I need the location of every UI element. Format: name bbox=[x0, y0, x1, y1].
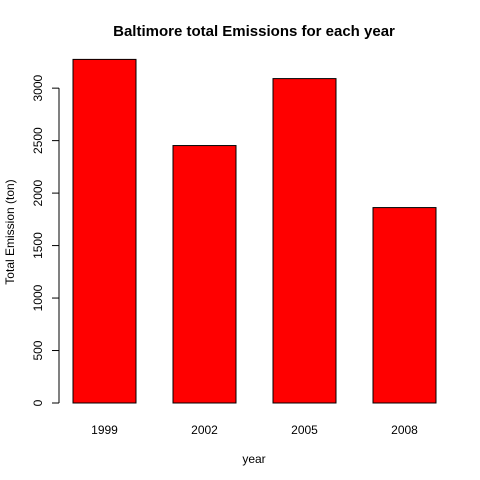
y-tick-label: 3000 bbox=[31, 74, 45, 101]
x-tick-label-1999: 1999 bbox=[91, 423, 118, 437]
y-tick-label: 1500 bbox=[31, 232, 45, 259]
y-tick-label: 2500 bbox=[31, 127, 45, 154]
bar-2008 bbox=[372, 207, 437, 404]
x-tick-label-2002: 2002 bbox=[191, 423, 218, 437]
y-tick-label: 500 bbox=[31, 340, 45, 360]
x-tick-label-2008: 2008 bbox=[391, 423, 418, 437]
x-tick-labels: 1999 2002 2005 2008 bbox=[91, 423, 418, 437]
y-axis-label: Total Emission (ton) bbox=[3, 179, 17, 284]
bar-2005 bbox=[272, 78, 337, 404]
bar-1999 bbox=[72, 58, 137, 404]
bar-2002 bbox=[172, 145, 237, 404]
y-axis: 0 500 1000 1500 2000 2500 3000 bbox=[31, 74, 60, 406]
y-tick-label: 2000 bbox=[31, 179, 45, 206]
x-axis-label: year bbox=[242, 452, 265, 466]
x-tick-label-2005: 2005 bbox=[291, 423, 318, 437]
chart-title: Baltimore total Emissions for each year bbox=[113, 23, 395, 40]
y-tick-label: 1000 bbox=[31, 284, 45, 311]
bars-group bbox=[72, 58, 437, 404]
y-tick-label: 0 bbox=[31, 399, 45, 406]
